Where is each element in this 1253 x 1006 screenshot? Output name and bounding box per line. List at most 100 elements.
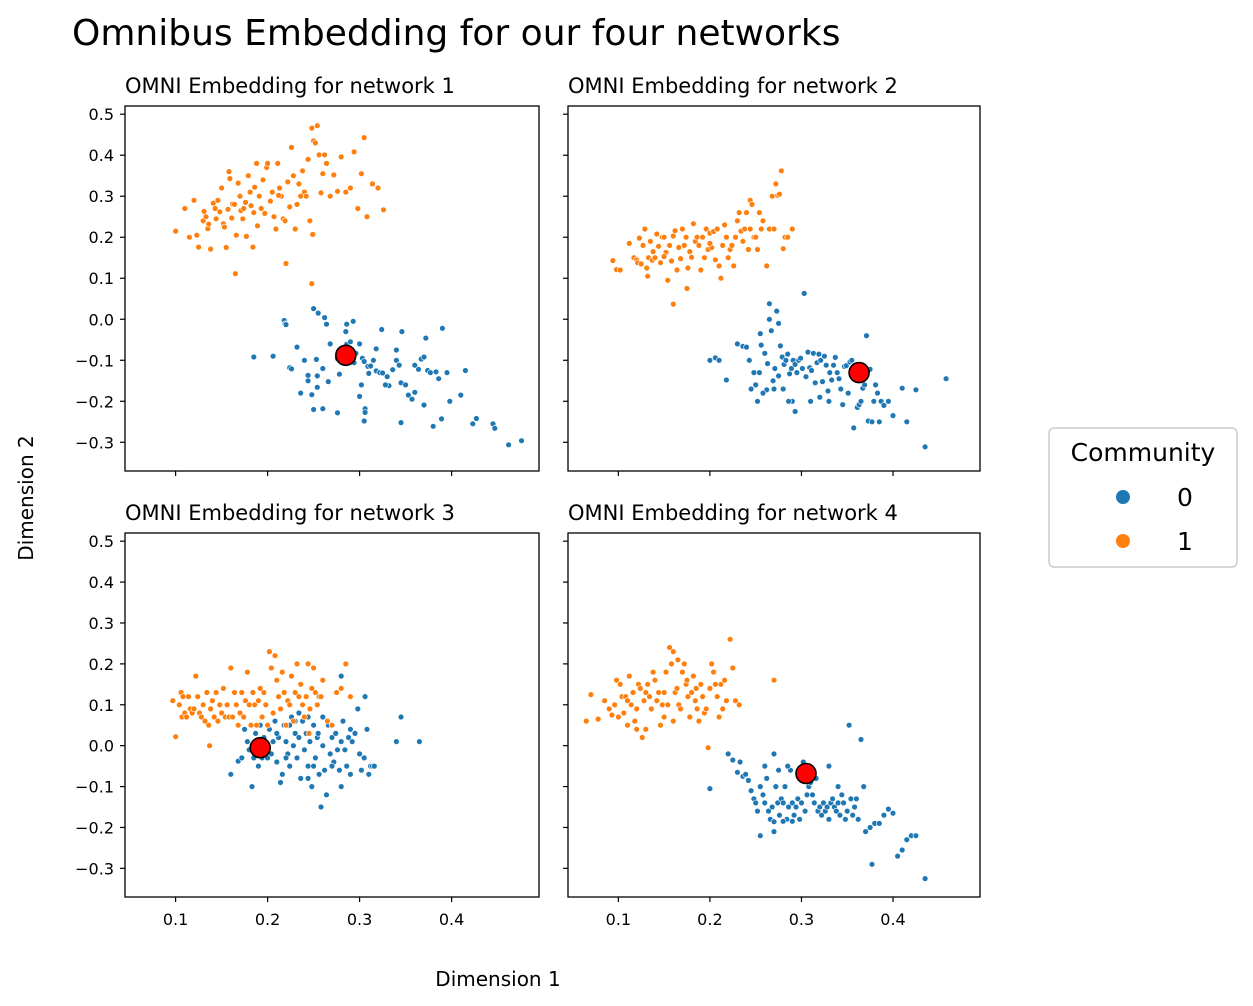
point-community-0 bbox=[439, 325, 446, 332]
point-community-0 bbox=[921, 875, 929, 882]
point-community-0 bbox=[746, 357, 753, 364]
point-community-0 bbox=[835, 375, 843, 382]
point-community-0 bbox=[779, 799, 787, 807]
point-community-1 bbox=[671, 227, 679, 234]
point-community-0 bbox=[838, 791, 845, 798]
point-community-1 bbox=[660, 713, 668, 721]
point-community-1 bbox=[312, 139, 319, 147]
point-community-1 bbox=[236, 193, 244, 200]
point-community-0 bbox=[319, 713, 326, 721]
point-community-0 bbox=[861, 381, 868, 389]
point-community-0 bbox=[358, 381, 365, 389]
point-community-1 bbox=[697, 266, 704, 274]
point-community-0 bbox=[811, 799, 818, 807]
point-community-0 bbox=[792, 803, 800, 811]
point-community-1 bbox=[757, 225, 765, 233]
point-community-0 bbox=[367, 362, 374, 370]
point-community-1 bbox=[200, 208, 208, 215]
point-community-1 bbox=[642, 689, 649, 696]
point-community-0 bbox=[310, 762, 317, 770]
point-community-0 bbox=[874, 389, 881, 397]
subplot-title: OMNI Embedding for network 4 bbox=[568, 501, 898, 525]
point-community-0 bbox=[312, 754, 319, 762]
point-community-1 bbox=[286, 203, 293, 211]
point-community-1 bbox=[275, 192, 282, 199]
point-community-1 bbox=[297, 681, 304, 688]
point-community-1 bbox=[677, 255, 684, 262]
point-community-1 bbox=[239, 215, 247, 223]
point-community-0 bbox=[870, 398, 877, 405]
point-community-1 bbox=[688, 689, 695, 696]
point-community-0 bbox=[255, 762, 262, 770]
point-community-0 bbox=[764, 360, 771, 367]
point-community-1 bbox=[657, 259, 664, 266]
point-community-1 bbox=[276, 184, 283, 192]
point-community-0 bbox=[365, 370, 372, 377]
point-community-0 bbox=[768, 327, 775, 334]
point-community-1 bbox=[273, 676, 280, 684]
point-community-1 bbox=[200, 701, 207, 708]
point-community-0 bbox=[784, 762, 791, 770]
point-community-1 bbox=[212, 205, 219, 212]
point-community-1 bbox=[309, 231, 316, 238]
point-community-1 bbox=[354, 205, 361, 212]
point-community-1 bbox=[743, 209, 750, 216]
point-community-1 bbox=[616, 681, 624, 688]
point-community-0 bbox=[747, 385, 755, 393]
point-community-1 bbox=[255, 697, 262, 704]
point-community-1 bbox=[207, 245, 214, 253]
point-community-1 bbox=[338, 153, 345, 161]
point-community-1 bbox=[624, 697, 631, 704]
point-community-1 bbox=[690, 220, 697, 227]
point-community-0 bbox=[853, 795, 860, 802]
highlight-point bbox=[334, 344, 357, 367]
point-community-0 bbox=[310, 406, 317, 413]
point-community-1 bbox=[732, 697, 739, 704]
point-community-1 bbox=[214, 717, 222, 725]
point-community-1 bbox=[260, 689, 268, 696]
point-community-0 bbox=[791, 361, 799, 368]
point-community-1 bbox=[232, 270, 239, 277]
point-community-1 bbox=[726, 636, 734, 643]
point-community-1 bbox=[655, 243, 662, 250]
point-community-0 bbox=[398, 328, 406, 335]
point-community-1 bbox=[190, 197, 198, 204]
point-community-1 bbox=[653, 230, 660, 238]
point-community-1 bbox=[706, 685, 714, 692]
point-community-1 bbox=[246, 188, 254, 196]
point-community-0 bbox=[343, 321, 350, 328]
point-community-1 bbox=[637, 260, 645, 268]
point-community-0 bbox=[310, 305, 317, 312]
point-community-0 bbox=[358, 766, 365, 774]
point-community-1 bbox=[304, 156, 312, 163]
point-community-1 bbox=[315, 151, 323, 159]
point-community-0 bbox=[315, 730, 322, 737]
point-community-0 bbox=[351, 730, 359, 737]
point-community-1 bbox=[246, 701, 253, 708]
point-community-1 bbox=[369, 180, 376, 188]
point-community-1 bbox=[690, 672, 697, 680]
point-community-0 bbox=[349, 738, 356, 745]
point-community-1 bbox=[681, 660, 688, 668]
point-community-1 bbox=[692, 697, 699, 704]
point-community-1 bbox=[342, 188, 349, 196]
point-community-0 bbox=[321, 766, 328, 774]
point-community-0 bbox=[282, 321, 290, 328]
point-community-0 bbox=[847, 795, 855, 802]
point-community-0 bbox=[788, 365, 795, 372]
point-community-0 bbox=[505, 441, 512, 448]
point-community-1 bbox=[683, 285, 691, 292]
point-community-0 bbox=[863, 332, 870, 339]
y-tick-label: 0.0 bbox=[89, 737, 114, 756]
point-community-0 bbox=[754, 807, 761, 815]
point-community-0 bbox=[784, 350, 791, 358]
point-community-0 bbox=[323, 321, 330, 328]
legend-title: Community bbox=[1071, 438, 1216, 467]
point-community-0 bbox=[304, 377, 312, 384]
point-community-0 bbox=[775, 320, 782, 327]
point-community-0 bbox=[248, 783, 256, 790]
point-community-1 bbox=[374, 184, 382, 192]
point-community-0 bbox=[752, 381, 759, 389]
point-community-1 bbox=[229, 713, 236, 721]
point-community-0 bbox=[768, 803, 776, 811]
